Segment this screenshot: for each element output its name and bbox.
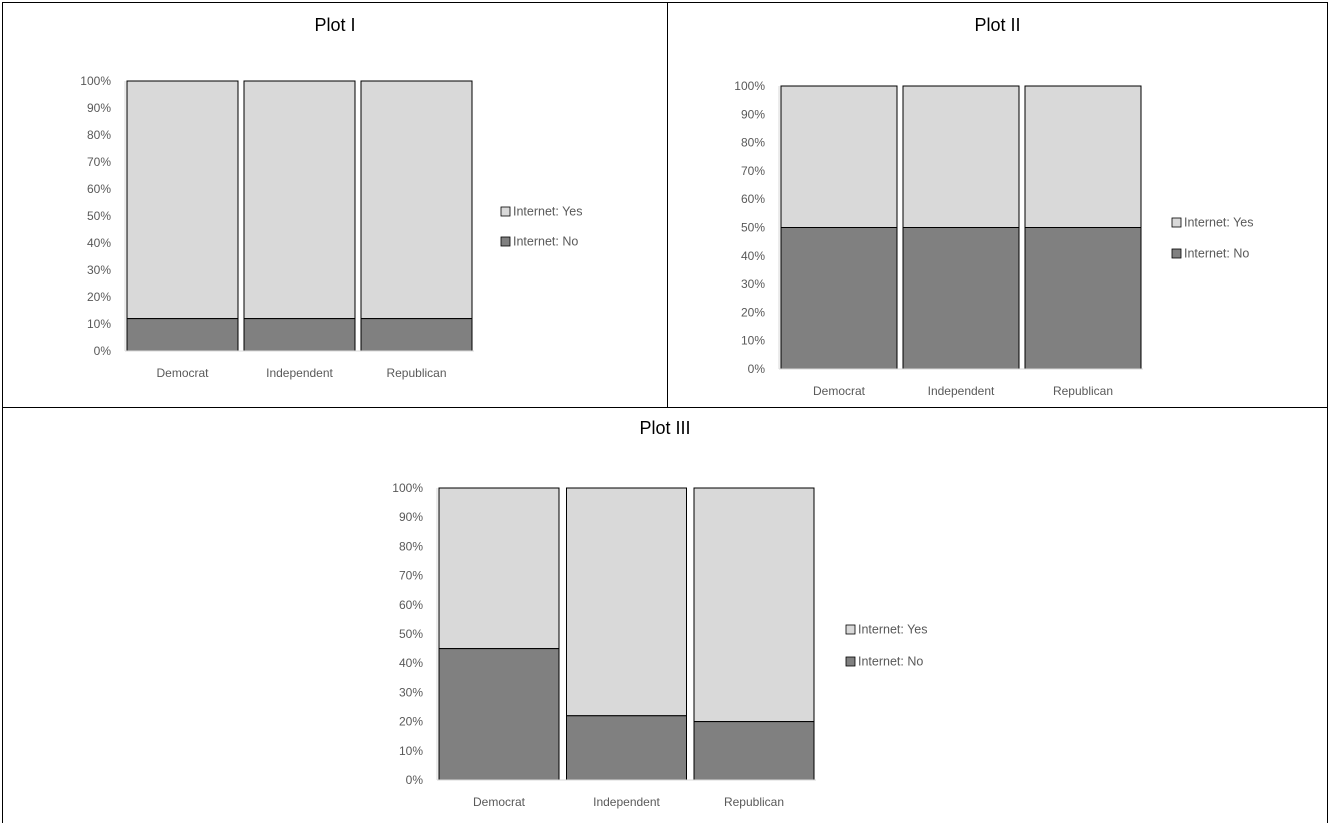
plot-1-chart: 0% 10% 20% 30% 40% 50% 60% 70% 80% 90% 100% Democra… [80,74,583,380]
plot-3-ytick-label: 80% [399,539,423,553]
plot-1-bar-democrat-internet-yes [126,80,239,320]
plot-3-xtick-label: Independent [593,795,660,809]
plot-3-bar-democrat-internet-no [438,648,560,781]
plot-1-ytick-label: 80% [87,128,111,142]
plot-1-ytick-label: 30% [87,263,111,277]
plot-1-ytick-label: 100% [80,74,111,88]
plot-1-legend-swatch-no [500,236,511,247]
plot-1-ytick-label: 20% [87,290,111,304]
plot-3-bar-democrat-internet-yes [438,487,560,650]
plot-2-bar-democrat-internet-yes [780,85,898,228]
plot-1-legend-label-yes: Internet: Yes [513,205,583,219]
plot-3-xtick-label: Republican [724,795,784,809]
plot-2-legend-label-yes: Internet: Yes [1184,216,1254,230]
plot-1-legend-label-no: Internet: No [513,235,578,249]
plot-2-legend-swatch-yes [1171,217,1182,228]
plot-1-bar-republican-internet-no [360,318,473,352]
plot-3-ytick-label: 70% [399,569,423,583]
plot-3-ytick-label: 20% [399,715,423,729]
plot-2-chart: 0% 10% 20% 30% 40% 50% 60% 70% 80% 90% 100% Democra… [734,79,1254,398]
plot-2-bar-republican-internet-yes [1024,85,1142,228]
plot-2-ytick-label: 0% [748,362,766,376]
plot-3-legend-label-yes: Internet: Yes [858,623,928,637]
plot-1-bar-democrat-internet-no [126,318,239,352]
plot-3-panel: Plot III 0% 10% 20% 30% 40% 50% 60% 70% 80% 90% 10… [2,407,1328,823]
plot-2-panel: Plot II 0% 10% 20% 30% 40% 50% 60% 70% 80% 90% 100… [667,2,1328,408]
plot-3-bar-republican-internet-yes [693,487,815,723]
plot-1-ytick-label: 40% [87,236,111,250]
plot-3-legend-swatch-no [845,656,856,667]
plot-3-legend-label-no: Internet: No [858,655,923,669]
plot-3-ytick-label: 0% [406,773,424,787]
plot-1-bar-independent-internet-yes [243,80,356,320]
plot-2-legend-label-no: Internet: No [1184,247,1249,261]
plot-1-xtick-label: Independent [266,366,333,380]
plot-2-ytick-label: 40% [741,249,765,263]
plot-3-legend-swatch-yes [845,624,856,635]
plot-1-bar-republican-internet-yes [360,80,473,320]
plot-2-ytick-label: 100% [734,79,765,93]
plot-2-ytick-label: 60% [741,192,765,206]
plot-1-bar-independent-internet-no [243,318,356,352]
plot-3-bar-independent-internet-no [566,715,687,781]
plot-3-bar-republican-internet-no [693,721,815,781]
plot-3-chart: 0% 10% 20% 30% 40% 50% 60% 70% 80% 90% 100% Democra… [392,481,928,809]
plot-2-ytick-label: 50% [741,221,765,235]
plot-1-xtick-label: Democrat [156,366,209,380]
plot-3-ytick-label: 50% [399,627,423,641]
plot-2-legend-swatch-no [1171,248,1182,259]
plot-1-ytick-label: 10% [87,317,111,331]
plot-3-ytick-label: 100% [392,481,423,495]
plot-2-title: Plot II [974,15,1021,35]
plot-2-bar-independent-internet-no [902,227,1020,370]
plot-2-ytick-label: 80% [741,136,765,150]
plot-3-ytick-label: 90% [399,510,423,524]
plot-3-xtick-label: Democrat [473,795,526,809]
plot-2-bar-republican-internet-no [1024,227,1142,370]
plot-3-ytick-label: 40% [399,656,423,670]
plot-1-xtick-label: Republican [386,366,446,380]
plot-3-ytick-label: 60% [399,598,423,612]
plot-1-legend-swatch-yes [500,206,511,217]
plot-3-ytick-label: 30% [399,685,423,699]
plot-1-ytick-label: 90% [87,101,111,115]
plot-2-bar-independent-internet-yes [902,85,1020,228]
plot-2-ytick-label: 20% [741,305,765,319]
plot-1-ytick-label: 60% [87,182,111,196]
plot-2-xtick-label: Independent [928,384,995,398]
plot-3-bar-independent-internet-yes [566,487,687,717]
plot-1-ytick-label: 70% [87,155,111,169]
plot-3-title: Plot III [639,418,691,438]
plot-2-ytick-label: 90% [741,107,765,121]
plot-2-ytick-label: 10% [741,334,765,348]
plot-3-ytick-label: 10% [399,744,423,758]
plot-2-xtick-label: Democrat [813,384,866,398]
plot-1-ytick-label: 50% [87,209,111,223]
plot-2-ytick-label: 30% [741,277,765,291]
plot-2-xtick-label: Republican [1053,384,1113,398]
plot-1-title: Plot I [314,15,356,35]
plot-2-ytick-label: 70% [741,164,765,178]
plot-2-bar-democrat-internet-no [780,227,898,370]
plot-1-ytick-label: 0% [94,344,112,358]
plot-1-panel: Plot I 0% 10% 20% 30% 40% 50% 60% 70% 80% 90% 100%… [2,2,668,408]
